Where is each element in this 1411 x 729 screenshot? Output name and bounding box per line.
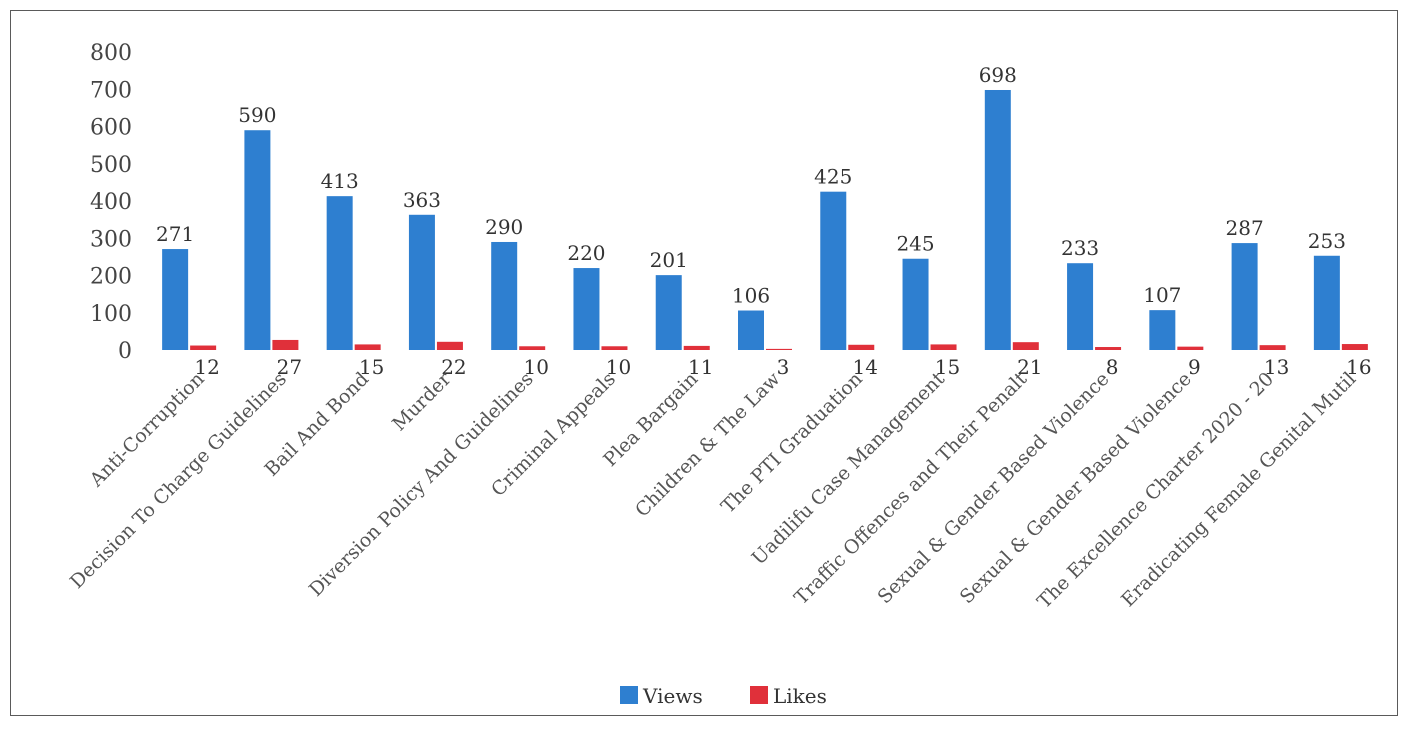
data-label-likes: 10	[606, 355, 631, 379]
y-tick-label: 400	[90, 190, 132, 215]
bar-likes	[354, 344, 381, 350]
data-label-views: 271	[156, 222, 194, 246]
y-tick-label: 700	[90, 78, 132, 103]
legend-swatch-likes	[750, 686, 768, 704]
bar-likes	[190, 345, 217, 350]
data-label-likes: 16	[1346, 355, 1371, 379]
data-label-likes: 9	[1188, 355, 1201, 379]
bar-likes	[436, 341, 463, 350]
bar-likes	[519, 346, 546, 350]
y-axis: 0 100 200 300 400 500 600 700 800	[90, 41, 132, 364]
bar-likes	[601, 346, 628, 350]
bar-series: 271 12 590 27 413 15 363 22 290 10 220 10 201 11 106 3 4…	[156, 63, 1372, 379]
data-label-likes: 22	[441, 355, 466, 379]
y-tick-label: 600	[90, 116, 132, 141]
data-label-likes: 3	[777, 355, 790, 379]
y-tick-label: 0	[118, 339, 132, 364]
bar-views	[244, 130, 271, 350]
y-tick-label: 200	[90, 265, 132, 290]
legend-label-likes: Likes	[773, 684, 827, 708]
data-label-likes: 15	[935, 355, 960, 379]
data-label-views: 363	[403, 188, 441, 212]
data-label-views: 425	[814, 165, 852, 189]
chart-frame	[10, 10, 1398, 716]
bar-views	[1149, 310, 1176, 350]
data-label-views: 106	[732, 284, 770, 308]
bar-likes	[272, 339, 299, 350]
bar-views	[738, 310, 764, 350]
bar-views	[984, 89, 1011, 351]
data-label-likes: 8	[1106, 355, 1119, 379]
y-tick-label: 500	[90, 153, 132, 178]
data-label-views: 233	[1061, 236, 1099, 260]
data-label-likes: 12	[194, 355, 219, 379]
data-label-likes: 11	[688, 355, 713, 379]
data-label-likes: 13	[1264, 355, 1289, 379]
bar-views	[573, 268, 600, 350]
data-label-likes: 10	[523, 355, 548, 379]
data-label-likes: 15	[359, 355, 384, 379]
y-tick-label: 300	[90, 227, 132, 252]
y-tick-label: 100	[90, 302, 132, 327]
y-tick-label: 800	[90, 41, 132, 66]
bar-views	[1231, 243, 1258, 350]
bar-views	[162, 249, 189, 350]
data-label-views: 201	[650, 248, 688, 272]
data-label-views: 413	[321, 169, 359, 193]
legend-swatch-views	[620, 686, 638, 704]
bar-likes	[1095, 347, 1122, 350]
data-label-views: 590	[238, 103, 276, 127]
data-label-views: 220	[567, 241, 605, 265]
data-label-views: 245	[896, 232, 934, 256]
bar-likes	[1177, 346, 1204, 350]
bar-views	[655, 275, 682, 350]
bar-likes	[848, 344, 875, 350]
data-label-views: 253	[1308, 229, 1346, 253]
legend-label-views: Views	[642, 684, 703, 708]
bar-likes	[683, 345, 710, 350]
bar-views	[491, 241, 518, 350]
bar-likes	[766, 348, 792, 350]
data-label-views: 287	[1226, 216, 1264, 240]
bar-views	[1067, 263, 1094, 350]
data-label-views: 290	[485, 215, 523, 239]
data-label-views: 698	[979, 63, 1017, 87]
bar-views	[820, 191, 847, 350]
bar-likes	[1012, 342, 1039, 350]
bar-views	[902, 258, 929, 350]
data-label-views: 107	[1143, 283, 1181, 307]
bar-views	[1313, 255, 1340, 350]
data-label-likes: 14	[853, 355, 878, 379]
x-tick-label: Murder	[388, 367, 456, 435]
data-label-likes: 21	[1017, 355, 1042, 379]
bar-views	[408, 214, 435, 350]
bar-likes	[1341, 344, 1368, 350]
x-tick-label: Children & The Law	[631, 367, 785, 521]
legend: Views Likes	[620, 684, 827, 708]
data-label-likes: 27	[277, 355, 302, 379]
bar-likes	[1259, 345, 1286, 350]
bar-views	[326, 196, 353, 350]
bar-likes	[930, 344, 957, 350]
x-tick-label: The PTI Graduation	[717, 368, 867, 518]
